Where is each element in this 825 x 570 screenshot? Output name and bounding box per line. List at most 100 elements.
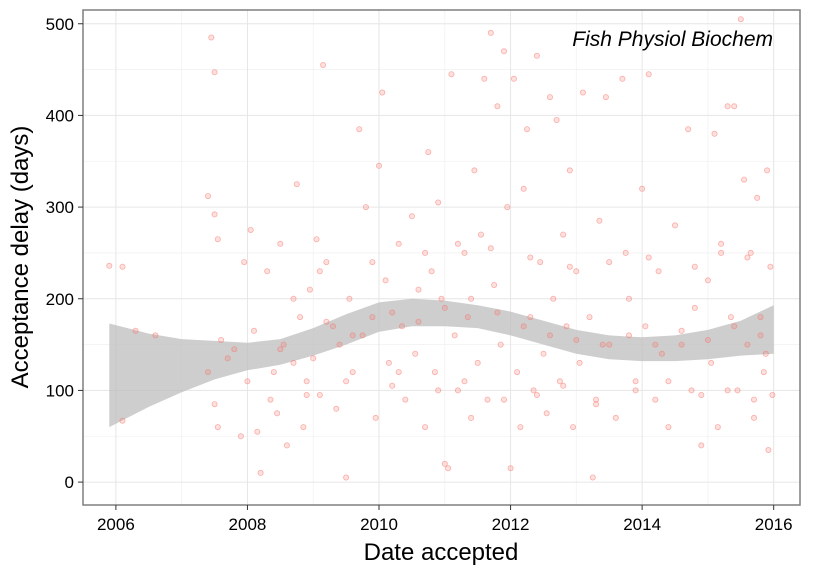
- data-point: [741, 176, 748, 183]
- data-point: [218, 336, 225, 343]
- y-tick-label: 100: [46, 381, 74, 400]
- data-point: [316, 391, 323, 398]
- data-point: [576, 359, 583, 366]
- data-point: [622, 249, 629, 256]
- data-point: [415, 318, 422, 325]
- data-point: [435, 199, 442, 206]
- data-point: [471, 167, 478, 174]
- data-point: [395, 240, 402, 247]
- data-point: [204, 193, 211, 200]
- data-point: [517, 424, 524, 431]
- data-point: [678, 341, 685, 348]
- data-point: [642, 323, 649, 330]
- data-point: [204, 369, 211, 376]
- data-point: [244, 378, 251, 385]
- x-tick-label: 2006: [97, 515, 135, 534]
- data-point: [556, 378, 563, 385]
- data-point: [277, 346, 284, 353]
- data-point: [639, 185, 646, 192]
- data-point: [415, 286, 422, 293]
- data-point: [632, 387, 639, 394]
- data-point: [428, 268, 435, 275]
- x-tick-label: 2016: [755, 515, 793, 534]
- data-point: [560, 231, 567, 238]
- data-point: [349, 369, 356, 376]
- data-point: [445, 465, 452, 472]
- data-point: [731, 323, 738, 330]
- data-point: [678, 327, 685, 334]
- data-point: [573, 336, 580, 343]
- x-axis-label: Date accepted: [364, 539, 519, 566]
- data-point: [441, 460, 448, 467]
- data-point: [762, 350, 769, 357]
- data-point: [329, 323, 336, 330]
- data-point: [606, 341, 613, 348]
- data-point: [698, 391, 705, 398]
- data-point: [343, 474, 350, 481]
- data-point: [599, 341, 606, 348]
- data-point: [626, 295, 633, 302]
- data-point: [527, 314, 534, 321]
- data-point: [320, 62, 327, 69]
- data-point: [504, 204, 511, 211]
- data-point: [398, 323, 405, 330]
- data-point: [691, 304, 698, 311]
- data-point: [359, 332, 366, 339]
- data-point: [356, 126, 363, 133]
- data-point: [533, 391, 540, 398]
- data-point: [237, 433, 244, 440]
- y-tick-label: 500: [46, 15, 74, 34]
- data-point: [593, 401, 600, 408]
- plot-border: [82, 9, 801, 506]
- data-point: [760, 369, 767, 376]
- x-tick-label: 2010: [360, 515, 398, 534]
- data-point: [303, 378, 310, 385]
- data-point: [214, 236, 221, 243]
- x-tick-label: 2012: [492, 515, 530, 534]
- data-point: [570, 424, 577, 431]
- data-point: [323, 318, 330, 325]
- y-tick-label: 300: [46, 198, 74, 217]
- data-point: [369, 314, 376, 321]
- data-point: [530, 387, 537, 394]
- data-point: [547, 332, 554, 339]
- data-point: [323, 259, 330, 266]
- data-point: [527, 254, 534, 261]
- data-point: [474, 359, 481, 366]
- data-point: [553, 117, 560, 124]
- data-point: [254, 428, 261, 435]
- data-point: [306, 286, 313, 293]
- data-point: [589, 474, 596, 481]
- data-point: [514, 369, 521, 376]
- data-point: [369, 259, 376, 266]
- data-point: [431, 369, 438, 376]
- data-point: [757, 314, 764, 321]
- data-point: [362, 204, 369, 211]
- data-point: [619, 75, 626, 82]
- data-point: [224, 355, 231, 362]
- data-point: [435, 387, 442, 394]
- data-point: [744, 254, 751, 261]
- data-point: [754, 194, 761, 201]
- data-point: [119, 263, 126, 270]
- data-point: [270, 369, 277, 376]
- data-point: [606, 259, 613, 266]
- gridlines: [83, 10, 800, 505]
- data-point: [231, 346, 238, 353]
- data-point: [767, 263, 774, 270]
- data-point: [477, 231, 484, 238]
- data-point: [751, 396, 758, 403]
- data-point: [566, 167, 573, 174]
- x-axis-ticks: 2006 2008 2010 2012 2014 2016: [97, 505, 793, 534]
- y-axis-label: Acceptance delay (days): [7, 126, 34, 389]
- data-point: [566, 263, 573, 270]
- data-point: [343, 378, 350, 385]
- data-point: [520, 323, 527, 330]
- data-point: [718, 240, 725, 247]
- data-point: [560, 382, 567, 389]
- data-point: [685, 126, 692, 133]
- data-point: [132, 327, 139, 334]
- data-point: [422, 249, 429, 256]
- data-point: [652, 396, 659, 403]
